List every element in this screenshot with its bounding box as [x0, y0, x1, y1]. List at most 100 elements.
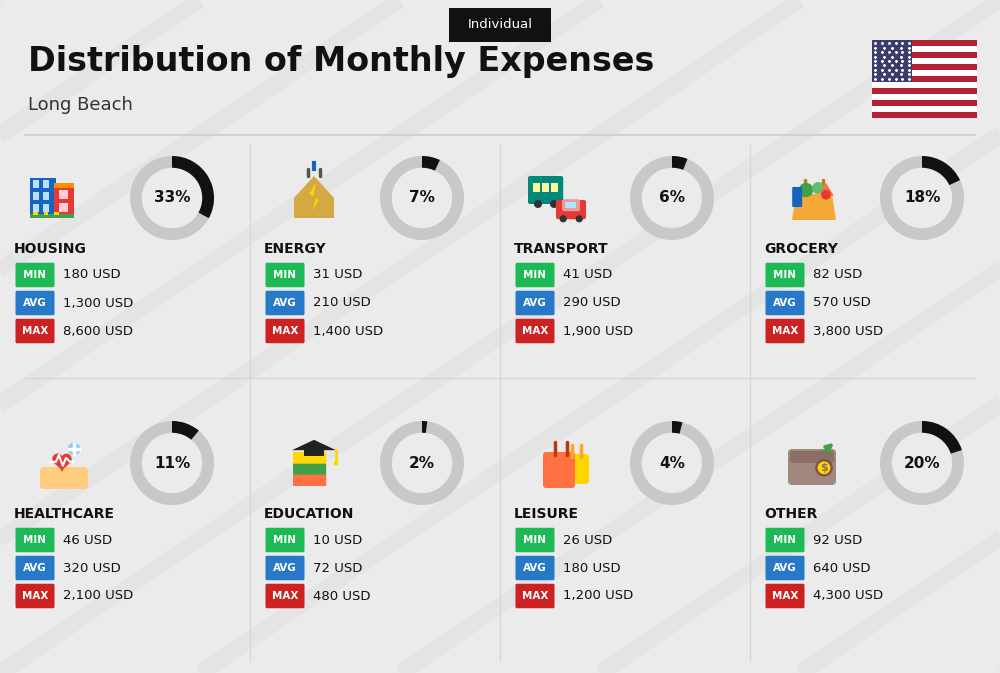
FancyBboxPatch shape	[15, 528, 54, 553]
FancyBboxPatch shape	[766, 291, 805, 315]
FancyBboxPatch shape	[266, 528, 304, 553]
Text: 1,400 USD: 1,400 USD	[313, 324, 383, 337]
Text: 180 USD: 180 USD	[63, 269, 121, 281]
Bar	[33, 192, 39, 200]
FancyBboxPatch shape	[293, 474, 326, 486]
Text: AVG: AVG	[523, 298, 547, 308]
Text: 26 USD: 26 USD	[563, 534, 612, 546]
Text: 4,300 USD: 4,300 USD	[813, 590, 883, 602]
Text: Long Beach: Long Beach	[28, 96, 133, 114]
Wedge shape	[630, 421, 714, 505]
Text: TRANSPORT: TRANSPORT	[514, 242, 609, 256]
Bar	[33, 180, 39, 188]
Text: 2,100 USD: 2,100 USD	[63, 590, 133, 602]
FancyBboxPatch shape	[766, 319, 805, 343]
FancyBboxPatch shape	[556, 200, 586, 219]
Circle shape	[393, 434, 451, 492]
Wedge shape	[172, 421, 199, 439]
Bar	[54, 211, 59, 215]
FancyBboxPatch shape	[543, 452, 575, 488]
Bar	[872, 100, 977, 106]
FancyBboxPatch shape	[563, 454, 589, 484]
Text: 640 USD: 640 USD	[813, 561, 871, 575]
FancyBboxPatch shape	[516, 291, 554, 315]
Wedge shape	[422, 156, 440, 171]
Text: ENERGY: ENERGY	[264, 242, 327, 256]
Circle shape	[334, 460, 338, 466]
Bar	[54, 183, 74, 188]
Bar	[551, 183, 558, 192]
FancyBboxPatch shape	[266, 556, 304, 580]
Text: 1,300 USD: 1,300 USD	[63, 297, 133, 310]
Text: 46 USD: 46 USD	[63, 534, 112, 546]
Circle shape	[643, 434, 701, 492]
Text: LEISURE: LEISURE	[514, 507, 579, 521]
Circle shape	[560, 215, 567, 222]
Text: Individual: Individual	[468, 18, 532, 32]
Text: 480 USD: 480 USD	[313, 590, 370, 602]
Bar	[872, 52, 977, 58]
Text: 72 USD: 72 USD	[313, 561, 362, 575]
Text: AVG: AVG	[523, 563, 547, 573]
Text: MIN: MIN	[524, 535, 546, 545]
Text: 8,600 USD: 8,600 USD	[63, 324, 133, 337]
Wedge shape	[172, 156, 214, 218]
Text: 570 USD: 570 USD	[813, 297, 871, 310]
Circle shape	[143, 169, 201, 227]
Polygon shape	[309, 183, 319, 211]
Text: 290 USD: 290 USD	[563, 297, 621, 310]
Bar	[30, 178, 56, 218]
Text: 18%: 18%	[904, 190, 940, 205]
Text: MAX: MAX	[772, 591, 798, 601]
FancyBboxPatch shape	[766, 262, 805, 287]
FancyBboxPatch shape	[790, 451, 834, 463]
FancyBboxPatch shape	[266, 291, 304, 315]
Circle shape	[812, 182, 824, 194]
Text: 3,800 USD: 3,800 USD	[813, 324, 883, 337]
Text: AVG: AVG	[773, 563, 797, 573]
Bar	[872, 70, 977, 76]
Text: AVG: AVG	[773, 298, 797, 308]
Polygon shape	[53, 454, 71, 470]
Circle shape	[818, 462, 830, 474]
Text: $: $	[820, 463, 828, 473]
Bar	[872, 106, 977, 112]
Text: 6%: 6%	[659, 190, 685, 205]
FancyBboxPatch shape	[449, 8, 551, 42]
Bar	[30, 214, 74, 218]
Wedge shape	[922, 156, 960, 185]
Text: 41 USD: 41 USD	[563, 269, 612, 281]
Text: AVG: AVG	[23, 298, 47, 308]
Bar	[872, 64, 977, 70]
Text: MAX: MAX	[272, 591, 298, 601]
Text: MIN: MIN	[774, 535, 796, 545]
Wedge shape	[880, 156, 964, 240]
Bar	[872, 76, 977, 82]
FancyBboxPatch shape	[266, 319, 304, 343]
Text: 180 USD: 180 USD	[563, 561, 621, 575]
Wedge shape	[380, 156, 464, 240]
Text: 1,900 USD: 1,900 USD	[563, 324, 633, 337]
Text: MIN: MIN	[23, 270, 46, 280]
FancyBboxPatch shape	[15, 556, 54, 580]
Text: 2%: 2%	[409, 456, 435, 470]
Bar	[872, 94, 977, 100]
Text: HOUSING: HOUSING	[14, 242, 87, 256]
Bar	[33, 204, 39, 212]
Circle shape	[821, 190, 831, 200]
Text: Distribution of Monthly Expenses: Distribution of Monthly Expenses	[28, 44, 654, 77]
Wedge shape	[880, 421, 964, 505]
Circle shape	[893, 169, 951, 227]
FancyBboxPatch shape	[516, 583, 554, 608]
Circle shape	[550, 200, 558, 208]
Circle shape	[643, 169, 701, 227]
Circle shape	[534, 200, 542, 208]
FancyBboxPatch shape	[266, 583, 304, 608]
Text: 20%: 20%	[904, 456, 940, 470]
Bar	[43, 180, 49, 188]
Polygon shape	[792, 194, 836, 220]
Text: MIN: MIN	[774, 270, 796, 280]
Bar	[43, 192, 49, 200]
FancyBboxPatch shape	[792, 187, 802, 207]
Wedge shape	[130, 156, 214, 240]
